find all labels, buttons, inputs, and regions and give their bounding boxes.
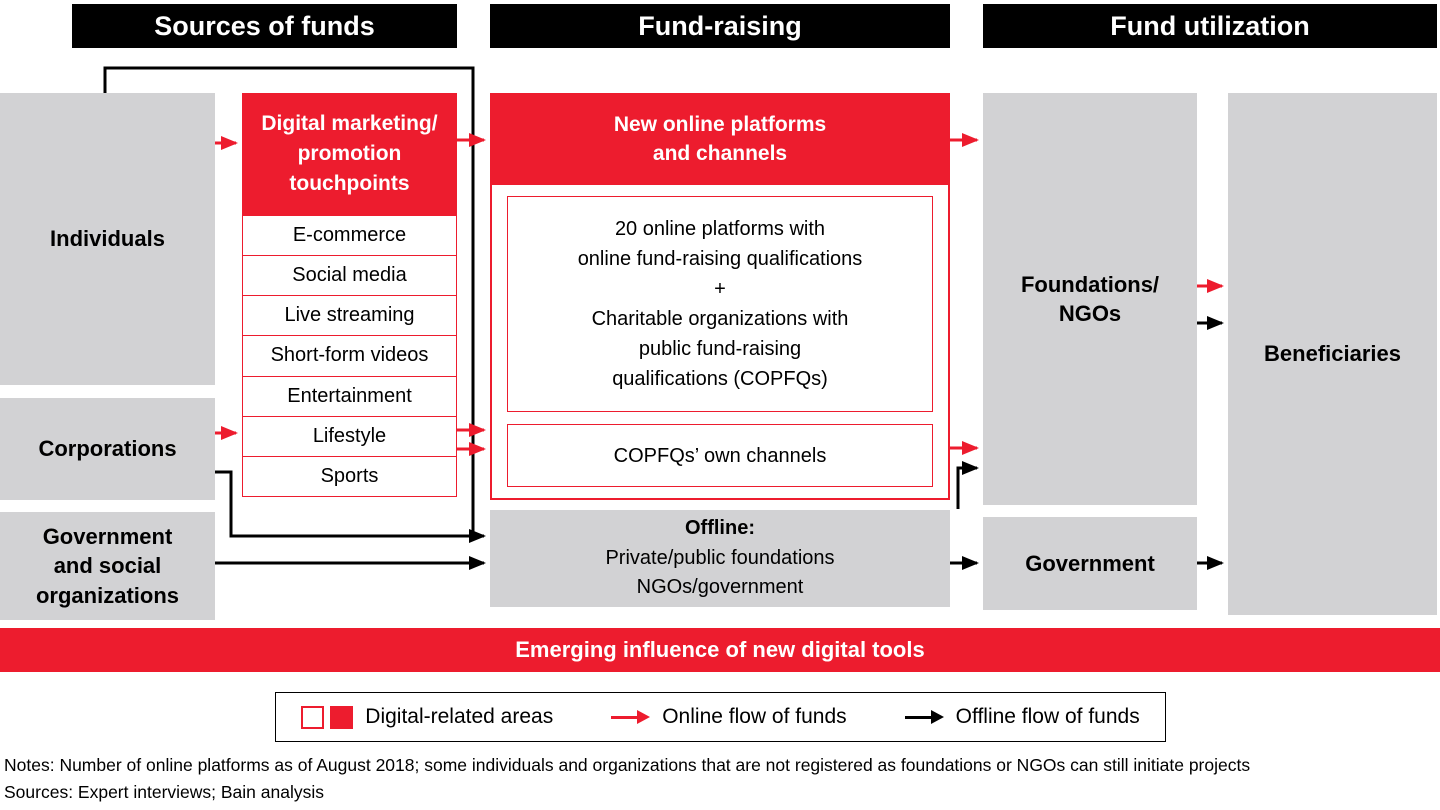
box-offline: Offline: Private/public foundations NGOs… [490,510,950,607]
header-sources-of-funds: Sources of funds [72,4,457,48]
touchpoint-lifestyle: Lifestyle [243,415,456,456]
box-copfq-own-channels: COPFQs’ own channels [507,424,933,487]
box-foundations-ngos: Foundations/ NGOs [983,93,1197,505]
notes-line: Notes: Number of online platforms as of … [4,755,1251,775]
legend: Digital-related areas Online flow of fun… [275,692,1166,742]
header-fund-utilization: Fund utilization [983,4,1437,48]
touchpoint-social-media: Social media [243,255,456,295]
box-beneficiaries: Beneficiaries [1228,93,1437,615]
touchpoint-sports: Sports [243,455,456,496]
touchpoints-list: E-commerce Social media Live streaming S… [242,215,457,497]
legend-online-flow: Online flow of funds [611,705,847,729]
box-corporations: Corporations [0,398,215,500]
digital-outline-swatch-icon [301,705,325,729]
legend-digital-label: Digital-related areas [365,705,554,728]
arrow-offline-to-foundations [956,461,979,509]
offline-body: Private/public foundations NGOs/governme… [605,546,835,599]
touchpoint-short-form-videos: Short-form videos [243,335,456,375]
box-government-social-organizations: Government and social organizations [0,512,215,620]
header-fund-raising: Fund-raising [490,4,950,48]
touchpoint-live-streaming: Live streaming [243,295,456,335]
legend-offline-flow: Offline flow of funds [904,705,1140,729]
box-individuals: Individuals [0,93,215,385]
touchpoint-ecommerce: E-commerce [292,224,407,247]
sources-line: Sources: Expert interviews; Bain analysi… [4,782,324,802]
box-online-platform-qualifications: 20 online platforms with online fund-rai… [507,196,933,412]
box-new-online-platforms-title: New online platforms and channels [490,93,950,185]
online-flow-arrow-icon [611,710,651,724]
banner-emerging-digital-tools: Emerging influence of new digital tools [0,628,1440,672]
legend-offline-label: Offline flow of funds [955,705,1140,728]
legend-digital-areas: Digital-related areas [301,705,553,729]
digital-fill-swatch-icon [330,705,354,729]
box-government: Government [983,517,1197,610]
touchpoint-entertainment: Entertainment [243,375,456,416]
box-digital-marketing-touchpoints: Digital marketing/ promotion touchpoints [242,93,457,215]
offline-flow-arrow-icon [904,710,944,724]
legend-online-label: Online flow of funds [662,705,847,728]
offline-title: Offline: [685,517,755,540]
